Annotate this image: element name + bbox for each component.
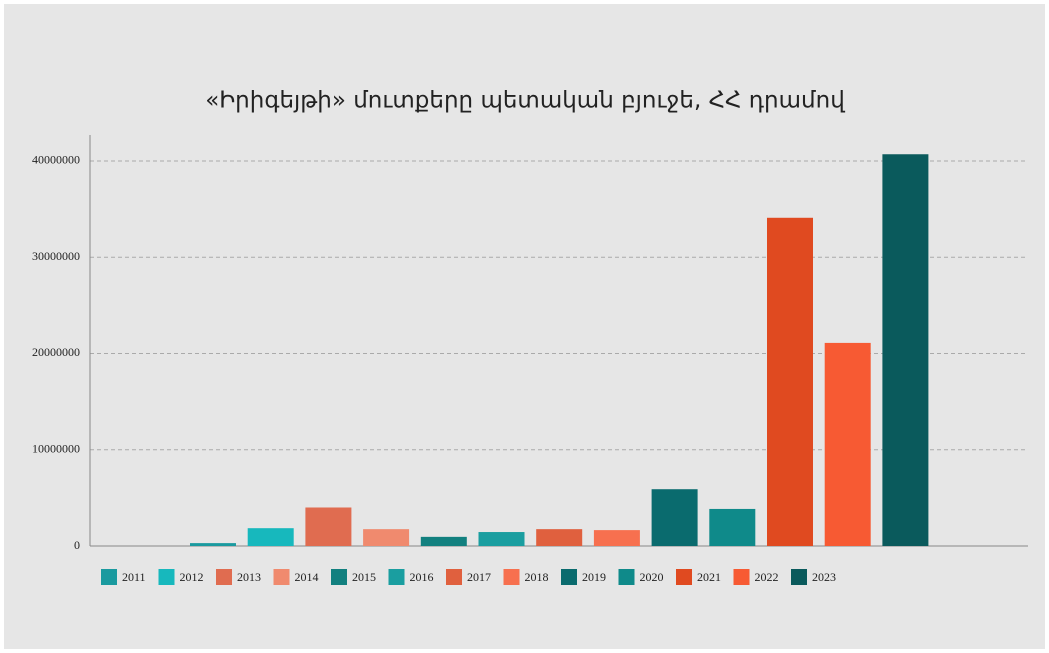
legend-label: 2015 (352, 570, 376, 584)
bar (536, 529, 583, 546)
legend-label: 2016 (410, 570, 434, 584)
legend-label: 2021 (697, 570, 721, 584)
bar (709, 508, 756, 546)
legend-swatch (503, 569, 520, 585)
bar (305, 507, 352, 546)
legend-swatch (618, 569, 635, 585)
legend-swatch (676, 569, 692, 585)
legend-swatch (388, 569, 405, 585)
bar (478, 532, 525, 546)
legend-swatch (791, 569, 807, 585)
legend-label: 2012 (180, 570, 204, 584)
legend-swatch (158, 569, 175, 585)
bar (190, 543, 236, 546)
y-tick-label: 30000000 (32, 249, 80, 263)
bar (651, 489, 698, 546)
legend-swatch (101, 569, 117, 585)
legend-swatch (446, 569, 462, 585)
y-tick-label: 40000000 (32, 153, 80, 167)
legend-label: 2022 (755, 570, 779, 584)
legend-label: 2019 (582, 570, 606, 584)
bar (882, 154, 929, 546)
legend-label: 2017 (467, 570, 491, 584)
bar (767, 217, 813, 546)
legend-label: 2014 (295, 570, 319, 584)
bar (363, 529, 410, 546)
legend-swatch (561, 569, 577, 585)
y-tick-label: 0 (74, 538, 80, 552)
legend-swatch (331, 569, 347, 585)
legend-label: 2013 (237, 570, 261, 584)
legend-label: 2011 (122, 570, 146, 584)
legend-swatch (216, 569, 232, 585)
bar (824, 342, 871, 546)
legend-label: 2018 (525, 570, 549, 584)
y-tick-label: 10000000 (32, 441, 80, 455)
legend-swatch (733, 569, 750, 585)
legend-label: 2023 (812, 570, 836, 584)
chart-title: «Իրիգեյթի» մուտքերը պետական բյուջե, ՀՀ դ… (205, 88, 845, 114)
bar (593, 530, 640, 546)
y-tick-label: 20000000 (32, 345, 80, 359)
legend-swatch (273, 569, 290, 585)
legend-label: 2020 (640, 570, 664, 584)
bar (420, 536, 467, 546)
bar (247, 528, 294, 546)
